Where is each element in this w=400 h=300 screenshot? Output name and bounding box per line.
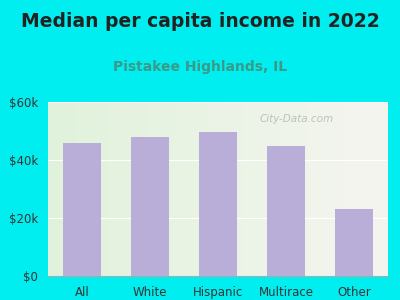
Bar <box>131 137 169 276</box>
Text: City-Data.com: City-Data.com <box>259 114 333 124</box>
Text: Median per capita income in 2022: Median per capita income in 2022 <box>21 12 379 31</box>
Bar <box>199 133 237 276</box>
Bar <box>267 146 305 276</box>
Bar <box>335 209 373 276</box>
Text: Pistakee Highlands, IL: Pistakee Highlands, IL <box>113 60 287 74</box>
Bar <box>63 142 101 276</box>
